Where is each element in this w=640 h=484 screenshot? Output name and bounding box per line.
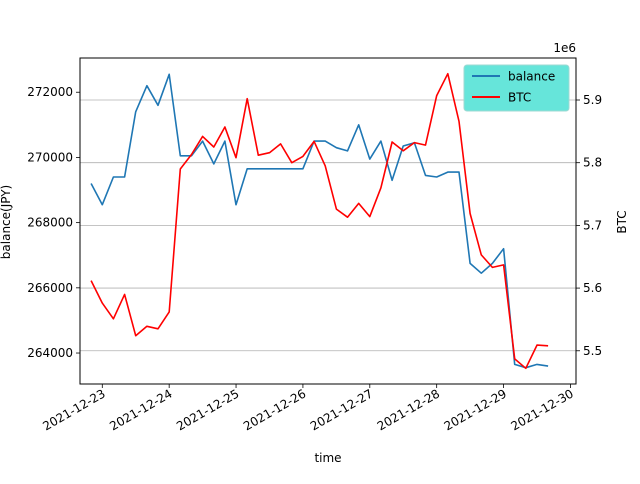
y-right-tick-label-0: 5.5 xyxy=(583,344,602,358)
y-axis-right-title: BTC xyxy=(615,210,629,233)
y-right-tick-label-2: 5.7 xyxy=(583,218,602,232)
y-axis-left-title: balance(JPY) xyxy=(0,185,13,259)
legend-label-balance: balance xyxy=(508,70,555,84)
y-left-tick-label-1: 266000 xyxy=(27,281,73,295)
y-axis-right-offset-label: 1e6 xyxy=(553,41,576,55)
legend: balance BTC xyxy=(464,65,569,111)
y-right-tick-label-4: 5.9 xyxy=(583,93,602,107)
x-axis-title: time xyxy=(314,451,341,465)
y-right-tick-label-3: 5.8 xyxy=(583,156,602,170)
y-right-tick-label-1: 5.6 xyxy=(583,281,602,295)
y-left-tick-label-3: 270000 xyxy=(27,150,73,164)
y-left-tick-label-4: 272000 xyxy=(27,85,73,99)
y-left-tick-label-0: 264000 xyxy=(27,346,73,360)
legend-label-btc: BTC xyxy=(508,91,531,105)
y-left-tick-label-2: 268000 xyxy=(27,216,73,230)
